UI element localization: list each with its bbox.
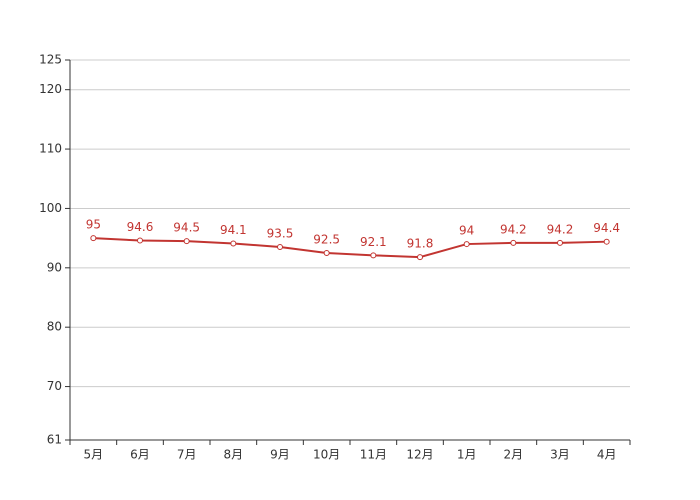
data-label: 93.5 [267, 227, 294, 241]
x-tick-label: 5月 [84, 448, 104, 462]
data-label: 94.4 [593, 221, 620, 235]
data-label: 94.2 [500, 222, 527, 236]
point [230, 240, 237, 247]
data-label: 95 [86, 218, 101, 232]
x-tick-label: 1月 [457, 448, 477, 462]
point [603, 238, 610, 245]
y-tick-label: 125 [39, 53, 62, 67]
data-label: 94.5 [173, 221, 200, 235]
x-tick-label: 3月 [550, 448, 570, 462]
data-label: 94 [459, 224, 474, 238]
y-tick-label: 120 [39, 82, 62, 96]
y-tick-label: 90 [47, 260, 62, 274]
data-label: 94.2 [547, 222, 574, 236]
x-tick-label: 4月 [597, 448, 617, 462]
x-tick-label: 7月 [177, 448, 197, 462]
data-label: 92.1 [360, 235, 387, 249]
point [463, 241, 470, 248]
point [417, 254, 423, 261]
point [90, 235, 97, 242]
x-tick-label: 9月 [270, 448, 290, 462]
x-tick-label: 11月 [360, 448, 387, 462]
y-tick-label: 100 [39, 201, 62, 215]
x-tick-label: 6月 [130, 448, 150, 462]
x-tick-label: 10月 [313, 448, 340, 462]
data-label: 94.1 [220, 223, 247, 237]
y-tick-label: 110 [39, 142, 62, 156]
x-tick-label: 12月 [406, 448, 433, 462]
y-tick-label: 61 [47, 433, 62, 447]
point [183, 238, 190, 245]
point [370, 252, 377, 259]
point [277, 244, 283, 251]
x-tick-label: 2月 [504, 448, 524, 462]
point [510, 239, 517, 246]
point [557, 239, 563, 246]
x-tick-label: 8月 [224, 448, 244, 462]
point [137, 237, 143, 244]
data-label: 94.6 [127, 220, 154, 234]
y-tick-label: 70 [47, 379, 62, 393]
line [93, 237, 607, 259]
data-label: 91.8 [407, 237, 434, 251]
y-tick-label: 80 [47, 320, 62, 334]
data-label: 92.5 [313, 232, 340, 246]
point [323, 249, 330, 256]
